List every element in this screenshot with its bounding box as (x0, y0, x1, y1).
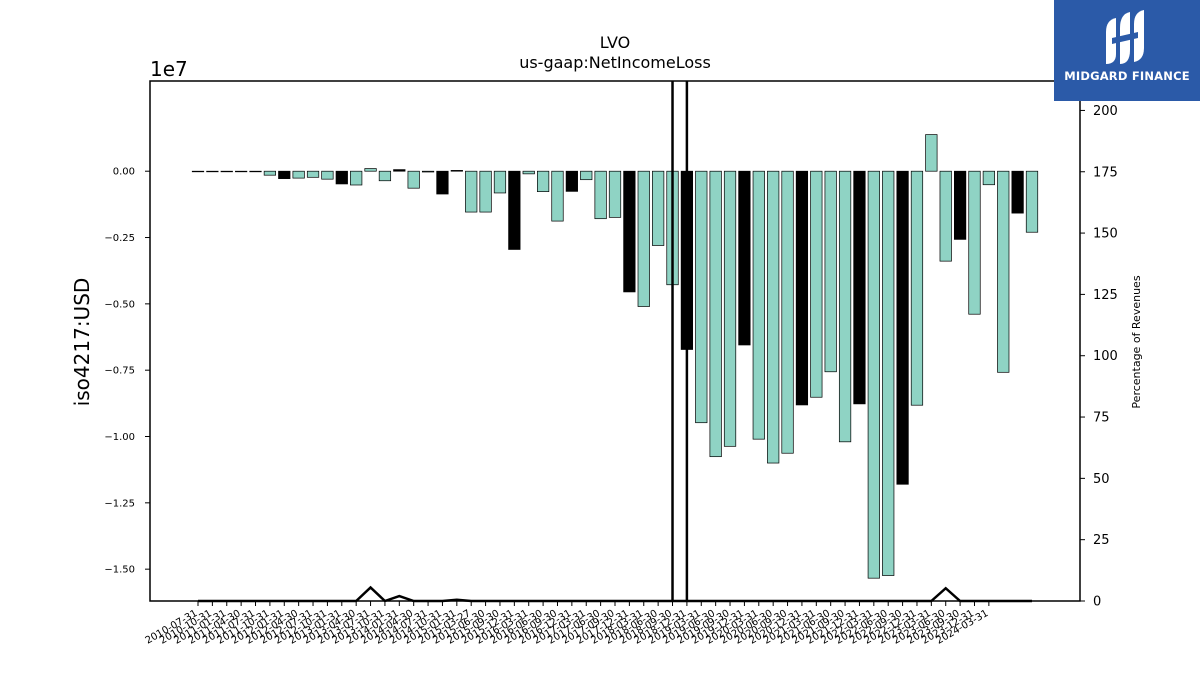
bar (925, 134, 938, 172)
bar (278, 170, 291, 179)
y-tick-label: −1.25 (104, 498, 135, 509)
brand-name: MIDGARD FINANCE (1064, 69, 1190, 83)
y2-tick-label: 150 (1093, 227, 1118, 242)
bar (508, 170, 521, 250)
bar (637, 170, 650, 307)
midgard-logo-icon (1106, 10, 1144, 64)
bar (580, 170, 593, 181)
bar (191, 170, 205, 173)
y2-tick-label: 100 (1093, 349, 1118, 364)
y2-tick-label: 25 (1093, 533, 1110, 548)
chart-title: LVO (600, 33, 630, 52)
bar (723, 170, 737, 447)
bar (896, 170, 909, 485)
bar (350, 170, 363, 186)
bar (954, 170, 967, 240)
bar (752, 170, 765, 440)
bar (968, 170, 981, 315)
bar (421, 170, 435, 173)
bar (882, 170, 895, 576)
bar (479, 170, 492, 213)
y2-tick-label: 50 (1093, 472, 1110, 487)
bar (810, 170, 823, 398)
chart-subtitle: us-gaap:NetIncomeLoss (519, 53, 711, 72)
bar (220, 170, 233, 173)
y-tick-label: −0.75 (104, 366, 135, 377)
bar (795, 170, 809, 406)
y2-ticks: 0 25 50 75 100 125 150 175 200 (1080, 104, 1118, 610)
bar (623, 170, 636, 293)
y-tick-label: −1.00 (104, 432, 135, 443)
bar (364, 168, 377, 172)
bar (493, 170, 507, 194)
bar (910, 170, 924, 406)
bar (1025, 170, 1039, 233)
bar (767, 170, 780, 464)
y2-tick-label: 200 (1093, 104, 1118, 119)
y-tick-label: −1.50 (104, 565, 135, 576)
bar (235, 170, 248, 173)
y-tick-label: 0.00 (113, 167, 135, 178)
y2-tick-label: 0 (1093, 595, 1101, 610)
y-offset-label: 1e7 (150, 57, 188, 81)
y-ticks: 0.00 −0.25 −0.50 −0.75 −1.00 −1.25 −1.50 (104, 167, 150, 576)
bar (537, 170, 550, 192)
bar (436, 170, 449, 195)
y-axis-label: iso4217:USD (70, 278, 94, 407)
bar (450, 170, 463, 172)
y2-axis-label: Percentage of Revenues (1130, 275, 1143, 408)
bar (263, 170, 276, 176)
bar (292, 170, 305, 179)
y2-tick-label: 75 (1093, 411, 1110, 426)
bar (335, 170, 348, 185)
bar (982, 170, 995, 186)
bar (1011, 170, 1024, 214)
bars-group (191, 134, 1039, 579)
bar (608, 170, 622, 218)
bar (206, 170, 219, 173)
y2-tick-label: 125 (1093, 288, 1118, 303)
bar (321, 170, 334, 180)
brand-logo: MIDGARD FINANCE (1054, 0, 1200, 101)
y2-tick-label: 175 (1093, 165, 1118, 180)
bar (997, 170, 1010, 373)
percentage-line (198, 585, 1032, 603)
bar (939, 170, 952, 262)
bar (306, 170, 320, 178)
bar (551, 170, 564, 222)
bar (249, 170, 262, 173)
bar (867, 170, 880, 579)
bar (465, 170, 478, 213)
bar (738, 170, 751, 346)
x-ticks: 2010-07-312010-10-312011-01-312011-04-30… (144, 601, 990, 647)
bar (824, 170, 837, 373)
bar (652, 170, 665, 246)
bar (695, 170, 708, 424)
bar (838, 170, 852, 443)
y-tick-label: −0.50 (104, 299, 135, 310)
bar (565, 170, 578, 192)
bar (393, 169, 406, 172)
plot-frame (149, 80, 1081, 602)
bar (594, 170, 607, 220)
bar (853, 170, 866, 405)
bar (522, 170, 535, 175)
bar (407, 170, 420, 189)
bar (781, 170, 794, 454)
bar (709, 170, 722, 458)
y-tick-label: −0.25 (104, 233, 135, 244)
bar (378, 170, 392, 182)
